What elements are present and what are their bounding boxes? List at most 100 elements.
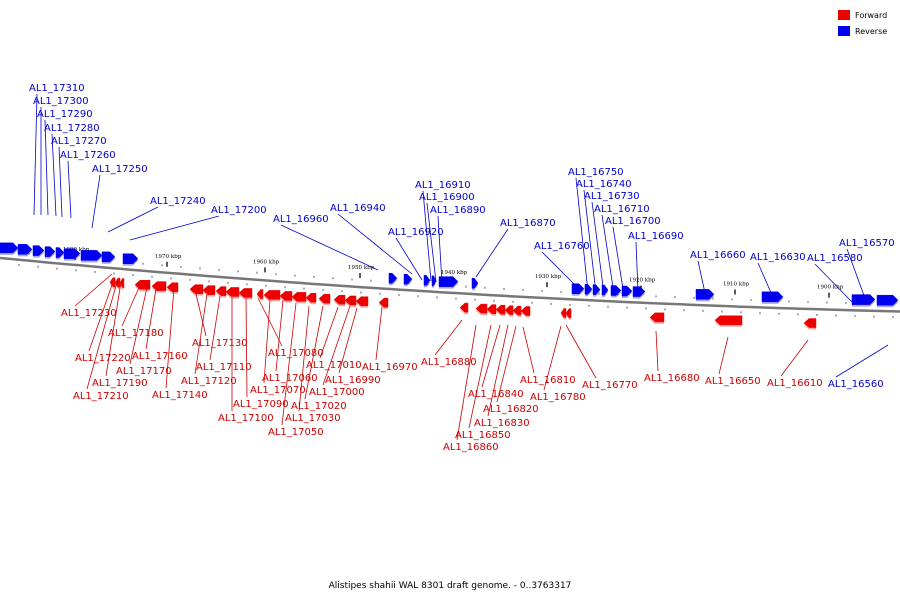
scale-tick-label: 1910 kbp [723,281,750,287]
forward-gene-label: AL1_17210 [73,391,129,402]
forward-gene-arrow [504,305,514,315]
forward-gene-arrow [256,289,264,299]
forward-gene-leader [245,297,248,398]
reverse-gene-arrow [471,277,479,289]
reverse-gene-label: AL1_16580 [807,253,863,264]
forward-gene-label: AL1_17100 [218,413,274,424]
reverse-gene-label: AL1_17200 [211,205,267,216]
reverse-gene-leader [395,237,423,281]
forward-gene-label: AL1_17020 [291,401,347,412]
forward-gene-arrow [225,287,240,297]
reverse-gene-label: AL1_16630 [750,252,806,263]
forward-gene-arrow [333,294,346,305]
forward-gene-leader [434,319,463,356]
forward-gene-arrow [189,284,204,294]
forward-gene-leader [257,297,283,347]
forward-gene-leader [780,339,809,377]
forward-gene-label: AL1_17090 [233,399,289,410]
reverse-gene-label: AL1_16900 [419,192,475,203]
reverse-gene-arrow [388,272,398,284]
legend-reverse-label: Reverse [855,27,887,36]
reverse-gene-arrow [17,244,33,255]
forward-gene-label: AL1_16610 [767,378,823,389]
forward-gene-label: AL1_16880 [421,357,477,368]
forward-gene-arrow [649,312,665,323]
reverse-gene-leader [337,213,413,275]
reverse-gene-leader [635,241,639,293]
forward-gene-arrow [215,286,227,296]
reverse-gene-leader [33,93,38,216]
forward-gene-arrow [134,279,151,290]
forward-gene-leader [298,305,310,412]
reverse-gene-leader [846,248,867,302]
reverse-gene-label: AL1_16870 [500,218,556,229]
reverse-gene-label: AL1_16960 [273,214,329,225]
forward-gene-arrow [459,302,469,313]
reverse-gene-arrow [122,253,139,264]
forward-gene-arrow [803,318,817,328]
reverse-gene-label: AL1_16740 [576,179,632,190]
reverse-gene-leader [58,146,63,218]
forward-gene-label: AL1_17130 [192,338,248,349]
forward-gene-leader [86,281,118,390]
forward-gene-arrow [109,277,116,287]
forward-gene-arrow [344,295,357,306]
reverse-gene-label: AL1_16570 [839,238,895,249]
forward-gene-label: AL1_17190 [92,378,148,389]
forward-gene-leader [74,273,113,307]
forward-gene-leader [165,287,175,389]
forward-gene-arrow [291,292,307,302]
scale-tick-label: 1920 kbp [629,278,656,284]
reverse-gene-label: AL1_17280 [44,123,100,134]
forward-gene-leader [375,306,383,361]
legend: Forward Reverse [838,10,887,36]
forward-gene-arrow [202,285,216,295]
reverse-gene-arrow [851,294,876,305]
forward-gene-label: AL1_16680 [644,373,700,384]
forward-gene-label: AL1_17230 [61,308,117,319]
forward-gene-label: AL1_16840 [468,389,524,400]
reverse-gene-leader [814,263,853,303]
reverse-gene-arrow [32,245,45,256]
forward-gene-label: AL1_17030 [285,413,341,424]
reverse-gene-leader [583,189,597,294]
forward-gene-leader [319,306,339,359]
reverse-gene-label: AL1_16750 [568,167,624,178]
reverse-gene-label: AL1_17250 [92,164,148,175]
forward-gene-arrow [512,305,522,316]
forward-gene-leader [88,281,114,352]
reverse-gene-arrow [621,285,633,297]
forward-gene-leader [496,325,517,403]
reverse-gene-leader [475,228,509,278]
forward-gene-label: AL1_17010 [306,360,362,371]
reverse-gene-arrow [438,276,459,287]
forward-gene-leader [129,282,149,365]
forward-gene-label: AL1_17180 [108,328,164,339]
reverse-gene-arrow [695,289,715,300]
forward-gene-label: AL1_16650 [705,376,761,387]
forward-gene-label: AL1_16830 [474,418,530,429]
forward-gene-arrow [495,304,506,315]
reverse-gene-label: AL1_17240 [150,196,206,207]
legend-reverse-swatch [838,26,850,36]
reverse-gene-label: AL1_16700 [605,216,661,227]
reverse-gene-label: AL1_16890 [430,205,486,216]
reverse-gene-arrow [403,273,413,285]
reverse-gene-label: AL1_17310 [29,83,85,94]
reverse-gene-arrow [423,275,431,286]
reverse-gene-arrow [584,283,593,295]
forward-gene-label: AL1_17080 [268,348,324,359]
forward-gene-arrow [119,278,125,288]
reverse-gene-label: AL1_17260 [60,150,116,161]
reverse-gene-label: AL1_16560 [828,379,884,390]
reverse-gene-arrow [761,291,784,303]
forward-gene-label: AL1_16770 [582,380,638,391]
forward-gene-arrow [565,308,572,318]
forward-gene-leader [195,293,207,337]
forward-gene-leader [543,325,562,391]
forward-gene-leader [145,282,158,350]
forward-gene-leader [281,302,297,426]
reverse-gene-arrow [601,284,609,296]
forward-gene-leader [275,299,284,372]
